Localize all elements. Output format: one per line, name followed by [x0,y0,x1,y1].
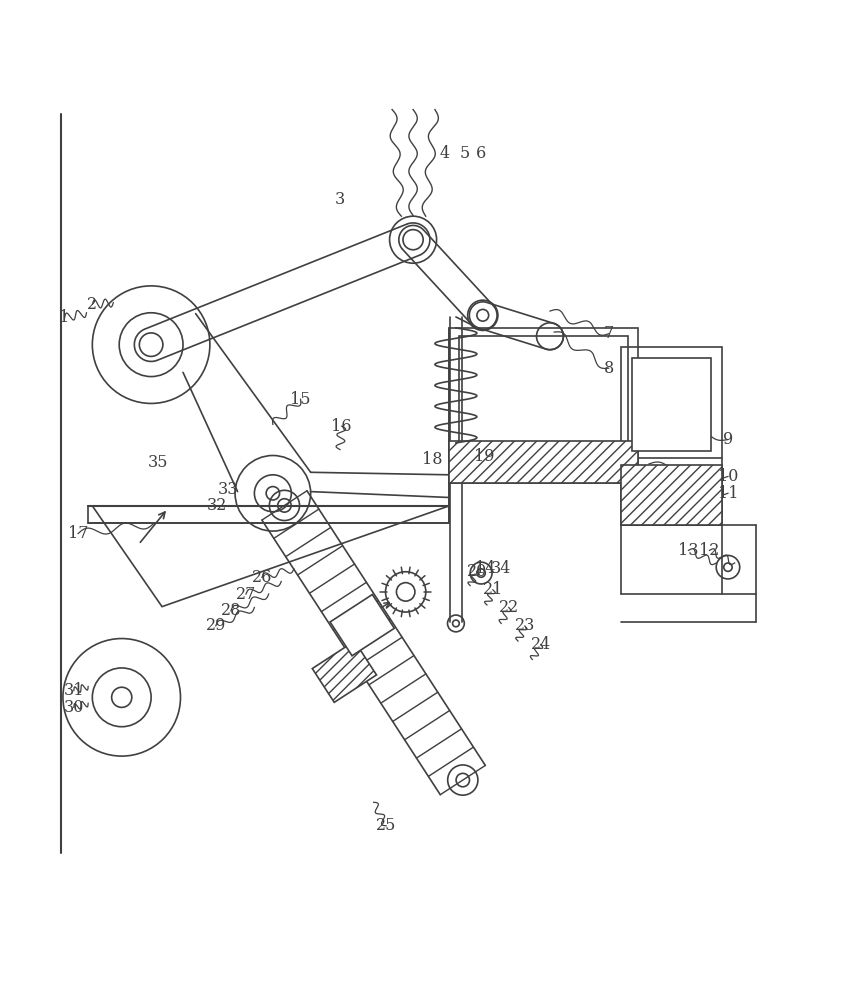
Text: 6: 6 [476,145,486,162]
Text: 16: 16 [332,418,352,435]
Text: 23: 23 [515,617,535,634]
Text: 32: 32 [206,497,226,514]
Text: 14: 14 [475,560,495,577]
Text: 22: 22 [499,599,519,616]
Text: 12: 12 [700,542,720,559]
Polygon shape [330,595,394,656]
Bar [449,441,638,483]
Text: 4: 4 [440,145,450,162]
Text: 10: 10 [717,468,738,485]
Text: 15: 15 [290,391,311,408]
Bar [88,506,449,523]
Polygon shape [312,641,377,702]
Text: 8: 8 [604,360,614,377]
Text: 19: 19 [474,448,494,465]
Text: 18: 18 [422,451,443,468]
Text: 3: 3 [335,191,345,208]
Bar [449,328,638,483]
Text: 26: 26 [252,569,272,586]
Text: 1: 1 [59,309,70,326]
Text: 27: 27 [236,586,256,603]
Text: 29: 29 [205,617,226,634]
Bar [622,465,722,525]
Text: 9: 9 [722,431,733,448]
Text: 25: 25 [376,817,396,834]
Text: 20: 20 [466,563,487,580]
Text: 13: 13 [678,542,699,559]
Bar [622,347,722,525]
Text: 28: 28 [220,602,241,619]
Bar [460,336,628,475]
Bar [633,358,711,451]
Text: 7: 7 [604,325,614,342]
Text: 35: 35 [148,454,168,471]
Text: 24: 24 [531,636,551,653]
Text: 33: 33 [218,481,238,498]
Text: 30: 30 [64,699,84,716]
Text: 17: 17 [68,525,88,542]
Text: 2: 2 [87,296,98,313]
Text: 21: 21 [483,581,503,598]
Text: 31: 31 [64,682,84,699]
Text: 5: 5 [459,145,470,162]
Text: 11: 11 [717,485,739,502]
Text: 34: 34 [491,560,511,577]
